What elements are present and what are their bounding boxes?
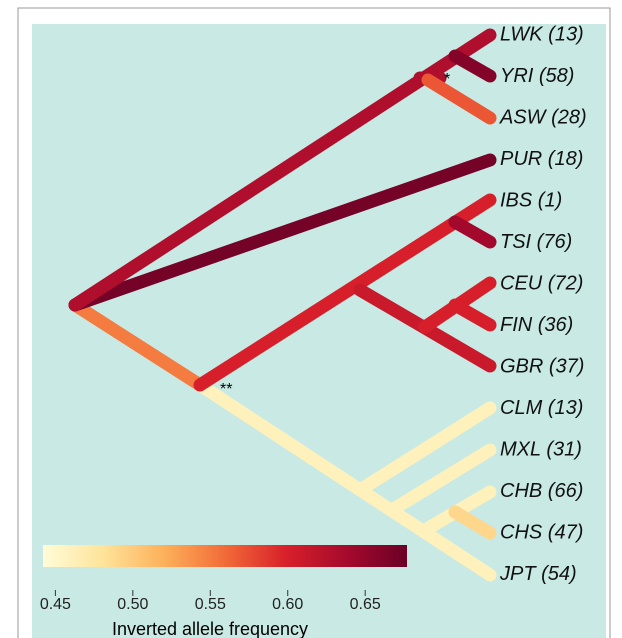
leaf-label: CHB (66) <box>500 480 583 502</box>
tick-label: 0.50 <box>117 596 148 613</box>
leaf-label: CEU (72) <box>500 272 583 294</box>
branch <box>353 401 497 497</box>
leaf-label: ASW (28) <box>499 106 587 128</box>
leaf-label: GBR (37) <box>500 355 584 377</box>
branch <box>68 298 207 392</box>
tree <box>68 28 497 582</box>
leaf-label: TSI (76) <box>500 231 572 253</box>
annotation: ** <box>220 381 232 398</box>
leaf-label: PUR (18) <box>500 148 583 170</box>
branch <box>448 505 497 540</box>
branch <box>68 153 497 312</box>
leaf-label: JPT (54) <box>499 563 577 585</box>
leaf-label: MXL (31) <box>500 438 582 460</box>
branch <box>448 49 497 83</box>
tick-label: 0.65 <box>350 596 381 613</box>
tick-label: 0.60 <box>272 596 303 613</box>
branch <box>448 215 497 249</box>
leaf-label: IBS (1) <box>500 189 562 211</box>
colorbar <box>43 545 407 567</box>
frame <box>17 7 611 638</box>
tick-label: 0.55 <box>195 596 226 613</box>
colorbar-label: Inverted allele frequency <box>112 619 308 638</box>
branch <box>448 298 497 332</box>
branch <box>385 443 497 517</box>
branch <box>193 193 497 392</box>
annotation: * <box>444 71 450 88</box>
leaf-label: YRI (58) <box>500 65 574 87</box>
tick-label: 0.45 <box>40 596 71 613</box>
leaf-label: LWK (13) <box>500 23 584 45</box>
leaf-label: FIN (36) <box>500 314 573 336</box>
branch <box>421 73 497 125</box>
leaf-label: CHS (47) <box>500 521 583 543</box>
branch <box>193 378 497 582</box>
leaf-label: CLM (13) <box>500 397 583 419</box>
